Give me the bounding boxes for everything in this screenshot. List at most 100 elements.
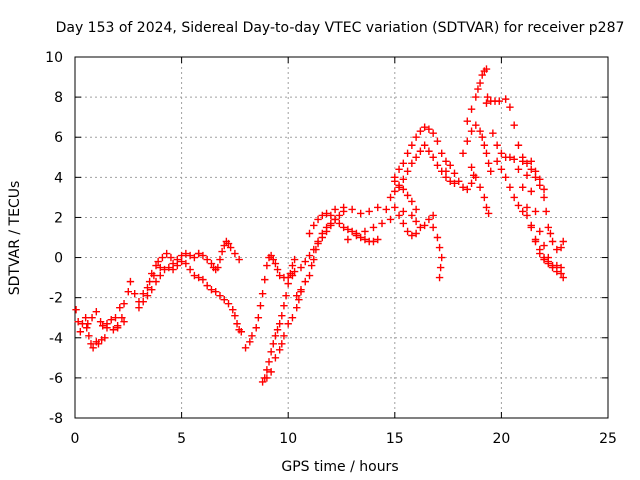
x-tick-label: 0 xyxy=(71,431,80,447)
data-point xyxy=(463,137,471,145)
data-point xyxy=(501,173,510,182)
data-point xyxy=(482,149,491,157)
data-point xyxy=(344,235,352,244)
data-point xyxy=(203,255,211,264)
data-point xyxy=(280,301,288,310)
data-point xyxy=(506,183,514,192)
data-point xyxy=(482,65,491,73)
data-point xyxy=(476,127,484,135)
data-point xyxy=(99,322,107,330)
data-point xyxy=(391,203,399,212)
data-point xyxy=(506,103,514,111)
data-point xyxy=(271,354,280,362)
data-point xyxy=(386,193,395,202)
data-point xyxy=(307,261,316,270)
data-point xyxy=(335,211,344,220)
data-point xyxy=(553,245,561,254)
data-point xyxy=(220,295,228,304)
data-point xyxy=(386,215,395,224)
data-point xyxy=(420,221,429,230)
data-point xyxy=(536,175,544,184)
data-point xyxy=(88,314,96,322)
data-point xyxy=(395,165,403,174)
data-point xyxy=(169,265,177,274)
data-point xyxy=(493,157,501,165)
x-axis-label: GPS time / hours xyxy=(281,459,398,475)
x-tick-label: 5 xyxy=(177,431,186,447)
data-point xyxy=(224,239,233,248)
data-point xyxy=(536,245,544,254)
data-point xyxy=(152,277,160,286)
y-axis-label: SDTVAR / TECUs xyxy=(7,181,23,296)
data-point xyxy=(369,237,378,246)
data-point xyxy=(514,165,523,174)
data-point xyxy=(235,255,243,264)
data-point xyxy=(271,332,280,340)
data-point xyxy=(290,267,299,276)
data-point xyxy=(559,237,567,246)
data-point xyxy=(450,179,459,188)
data-point xyxy=(199,251,207,260)
data-point xyxy=(267,368,275,376)
data-point xyxy=(89,344,97,352)
data-point xyxy=(403,167,412,176)
data-point xyxy=(148,285,156,294)
data-point xyxy=(135,303,143,312)
data-point xyxy=(318,211,327,220)
data-point xyxy=(207,259,216,268)
data-point xyxy=(152,261,160,270)
data-point xyxy=(408,211,416,220)
data-point xyxy=(331,205,339,214)
data-point xyxy=(177,257,186,266)
data-point xyxy=(442,167,450,176)
data-point xyxy=(310,221,318,230)
data-point xyxy=(446,161,454,169)
data-point xyxy=(412,133,420,141)
data-point xyxy=(275,271,284,280)
data-point xyxy=(87,340,95,348)
x-tick-label: 20 xyxy=(492,431,510,447)
data-point xyxy=(483,93,492,101)
data-point xyxy=(482,99,491,107)
y-tick-label: 0 xyxy=(54,251,63,267)
data-point xyxy=(553,261,561,270)
data-point xyxy=(199,275,207,284)
data-point xyxy=(218,247,226,256)
data-point xyxy=(527,187,535,196)
data-point xyxy=(536,181,544,190)
data-point xyxy=(519,207,527,216)
data-point xyxy=(412,153,420,161)
data-point xyxy=(399,207,408,216)
data-point xyxy=(361,235,369,244)
data-point xyxy=(459,149,467,157)
data-point xyxy=(480,141,489,149)
data-point xyxy=(275,320,284,328)
data-point xyxy=(331,215,339,224)
data-point xyxy=(150,271,158,280)
data-point xyxy=(120,318,128,326)
data-point xyxy=(305,271,314,280)
data-point xyxy=(160,265,169,274)
y-tick-label: 6 xyxy=(54,130,63,146)
data-point xyxy=(327,221,335,230)
data-point xyxy=(436,263,445,272)
y-tick-label: 10 xyxy=(45,50,63,66)
data-point xyxy=(391,177,399,186)
data-point xyxy=(267,251,275,260)
data-point xyxy=(116,303,124,312)
data-point xyxy=(557,243,565,252)
data-point xyxy=(229,306,237,314)
data-point xyxy=(269,340,277,348)
data-point xyxy=(557,263,565,272)
data-point xyxy=(540,253,548,262)
data-point xyxy=(467,179,476,188)
data-point xyxy=(275,346,284,354)
data-point xyxy=(548,237,557,246)
data-point xyxy=(412,205,420,214)
data-point xyxy=(546,229,555,238)
data-point xyxy=(216,291,224,300)
data-point xyxy=(356,209,365,218)
x-tick-label: 15 xyxy=(386,431,404,447)
data-point xyxy=(265,358,273,366)
